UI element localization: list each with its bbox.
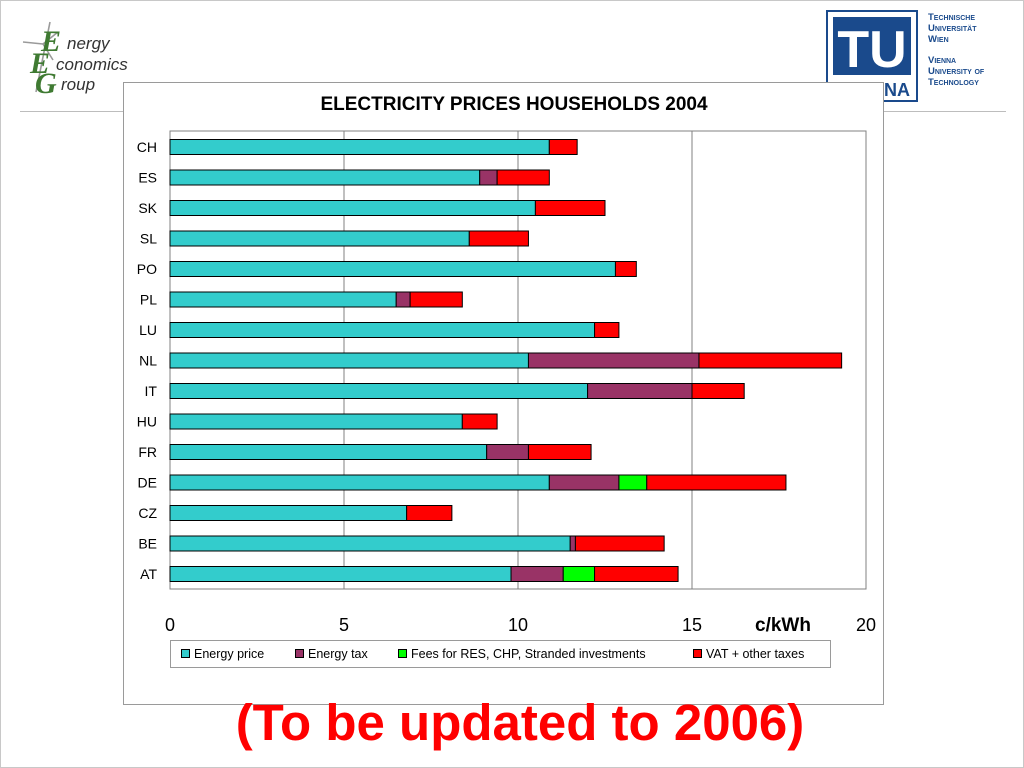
bar-nl-vat-other-taxes — [698, 352, 843, 369]
bar-po-vat-other-taxes — [614, 261, 637, 277]
bar-be-energy-price — [169, 535, 571, 552]
y-tick-label-pl: PL — [140, 292, 157, 308]
bar-sk-energy-price — [169, 200, 536, 216]
bar-es-energy-price — [169, 169, 481, 186]
y-tick-label-at: AT — [140, 566, 157, 582]
y-tick-label-de: DE — [138, 475, 157, 491]
bar-cz-energy-price — [169, 505, 408, 521]
y-tick-label-fr: FR — [138, 444, 157, 460]
y-tick-label-es: ES — [138, 170, 157, 186]
bar-sl-energy-price — [169, 230, 470, 247]
bar-at-energy-tax — [510, 566, 564, 582]
y-tick-label-it: IT — [145, 383, 158, 399]
logo-initial-e1: E — [40, 25, 61, 58]
bar-nl-energy-tax — [527, 352, 700, 369]
legend-label-vat: VAT + other taxes — [706, 647, 805, 661]
bar-pl-vat-other-taxes — [409, 291, 463, 308]
bar-po-energy-price — [169, 261, 616, 277]
logo-initial-g: G — [35, 67, 57, 96]
header-divider-right — [828, 111, 1006, 112]
bar-be-vat-other-taxes — [574, 535, 665, 552]
y-tick-label-lu: LU — [139, 322, 157, 338]
bars — [169, 139, 843, 582]
bar-be-energy-tax — [569, 535, 576, 552]
bar-pl-energy-price — [169, 291, 397, 308]
bar-it-vat-other-taxes — [691, 383, 745, 399]
bar-fr-energy-tax — [486, 444, 529, 460]
logo-word-energy: nergy — [67, 34, 111, 53]
legend-item-energy-price: Energy price — [181, 647, 264, 661]
update-note: (To be updated to 2006) — [235, 694, 805, 751]
bar-fr-energy-price — [169, 444, 488, 460]
tu-wien-logo: TU NA — [826, 10, 918, 102]
chart-title: ELECTRICITY PRICES HOUSEHOLDS 2004 — [320, 94, 708, 115]
y-tick-label-sl: SL — [140, 231, 157, 247]
bar-pl-energy-tax — [395, 291, 411, 308]
bar-hu-vat-other-taxes — [461, 413, 498, 430]
chart-legend: Energy price Energy tax Fees for RES, CH… — [170, 640, 831, 668]
legend-swatch-energy-tax — [295, 649, 304, 659]
y-tick-label-be: BE — [138, 536, 157, 552]
x-tick-label-5: 5 — [339, 615, 349, 635]
bar-lu-vat-other-taxes — [594, 322, 620, 338]
logo-initial-e2: E — [29, 47, 50, 80]
y-tick-label-ch: CH — [137, 139, 157, 155]
legend-swatch-fees — [398, 649, 407, 659]
bar-es-vat-other-taxes — [496, 169, 550, 186]
y-tick-label-sk: SK — [138, 200, 157, 216]
bar-de-vat-other-taxes — [646, 474, 787, 491]
bar-nl-energy-price — [169, 352, 529, 369]
bar-sk-vat-other-taxes — [534, 200, 606, 216]
bar-es-energy-tax — [479, 169, 498, 186]
tu-line-6: Technology — [928, 77, 979, 89]
bar-hu-energy-price — [169, 413, 463, 430]
tu-logo-letters: TU — [837, 21, 906, 79]
bar-de-fees-for-res-chp-stranded-investments — [618, 474, 648, 491]
tu-line-2: Universität — [928, 23, 977, 35]
bar-ch-vat-other-taxes — [548, 139, 578, 155]
tu-line-4: Vienna — [928, 54, 957, 66]
legend-label-energy-price: Energy price — [194, 647, 265, 661]
bar-de-energy-tax — [548, 474, 620, 491]
bar-cz-vat-other-taxes — [406, 505, 453, 521]
bar-de-energy-price — [169, 474, 550, 491]
legend-item-vat: VAT + other taxes — [693, 647, 804, 661]
x-tick-label-0: 0 — [165, 615, 175, 635]
bar-at-energy-price — [169, 566, 512, 582]
logo-wind-turbine-icon — [22, 21, 59, 93]
logo-word-group: roup — [61, 75, 95, 94]
legend-label-fees: Fees for RES, CHP, Stranded investments — [411, 647, 646, 661]
bar-at-fees-for-res-chp-stranded-investments — [562, 566, 596, 582]
tu-wien-wordmark: Technische Universität Wien Vienna Unive… — [928, 12, 1024, 88]
bar-it-energy-tax — [587, 383, 693, 399]
x-axis-unit-label: c/kWh — [755, 615, 811, 636]
logo-word-economics: conomics — [56, 55, 128, 74]
energy-economics-group-logo: E E G nergy conomics roup — [22, 21, 128, 96]
tu-line-5: University of — [928, 65, 985, 77]
bar-fr-vat-other-taxes — [527, 444, 592, 460]
y-tick-label-cz: CZ — [138, 505, 157, 521]
legend-label-energy-tax: Energy tax — [308, 647, 368, 661]
tu-line-3: Wien — [928, 34, 949, 46]
legend-swatch-vat — [693, 649, 702, 659]
legend-item-fees: Fees for RES, CHP, Stranded investments — [398, 647, 646, 661]
bar-sl-vat-other-taxes — [468, 230, 529, 247]
x-tick-label-15: 15 — [682, 615, 702, 635]
tu-logo-sub: NA — [884, 80, 910, 100]
bar-ch-energy-price — [169, 139, 550, 155]
x-tick-label-20: 20 — [856, 615, 876, 635]
y-tick-label-po: PO — [137, 261, 157, 277]
axis-labels: 0 5 10 15 20 CH ES SK SL PO PL LU NL IT HU FR DE CZ BE AT — [137, 139, 876, 635]
legend-swatch-energy-price — [181, 649, 190, 659]
bar-lu-energy-price — [169, 322, 596, 338]
y-tick-label-hu: HU — [137, 414, 157, 430]
bar-at-vat-other-taxes — [594, 566, 679, 582]
bar-it-energy-price — [169, 383, 589, 399]
x-tick-label-10: 10 — [508, 615, 528, 635]
tu-line-1: Technische — [928, 12, 976, 23]
y-tick-label-nl: NL — [139, 353, 157, 369]
legend-item-energy-tax: Energy tax — [295, 647, 368, 661]
